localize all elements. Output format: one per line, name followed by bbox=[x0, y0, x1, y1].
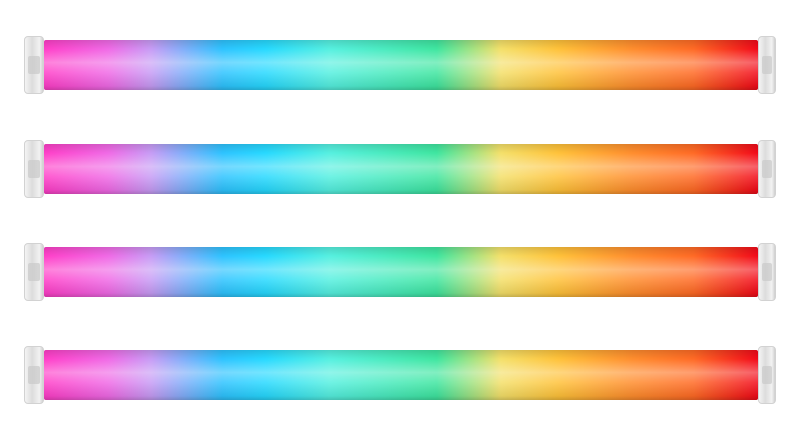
left-end-cap bbox=[24, 36, 44, 94]
left-end-cap bbox=[24, 140, 44, 198]
right-end-cap bbox=[758, 243, 776, 301]
right-end-cap bbox=[758, 346, 776, 404]
left-end-cap bbox=[24, 346, 44, 404]
tube-light-body bbox=[44, 40, 758, 90]
right-end-cap bbox=[758, 36, 776, 94]
left-end-cap bbox=[24, 243, 44, 301]
right-end-cap bbox=[758, 140, 776, 198]
led-tube bbox=[24, 140, 776, 198]
tube-light-body bbox=[44, 247, 758, 297]
tube-light-body bbox=[44, 144, 758, 194]
led-tube bbox=[24, 346, 776, 404]
tube-light-body bbox=[44, 350, 758, 400]
led-tube bbox=[24, 243, 776, 301]
led-tube bbox=[24, 36, 776, 94]
